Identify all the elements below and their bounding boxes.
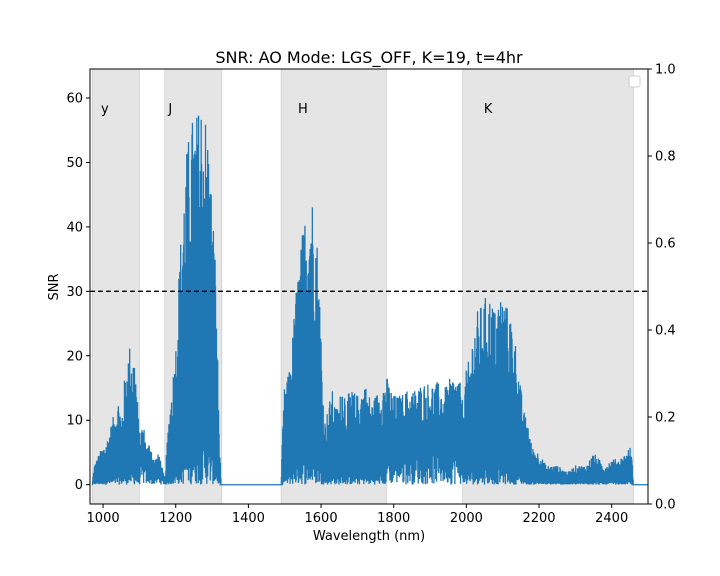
x-axis: 1000 1200 1400 1600 1800 2000 2200 2400 [87,504,628,526]
plot-frame [89,68,649,505]
y-axis-right: 0.0 0.2 0.4 0.6 0.8 1.0 [648,63,676,513]
y2-tick-label: 1.0 [655,63,676,78]
y-tick-label: 0 [75,478,83,493]
x-tick-label: 2400 [595,511,628,526]
x-tick-label: 1600 [305,511,338,526]
x-tick-label: 1000 [87,511,120,526]
y-tick-label: 40 [66,220,83,235]
y2-tick-label: 0.8 [655,150,676,165]
y-tick-label: 30 [66,285,83,300]
y2-tick-label: 0.2 [655,411,676,426]
y-axis-label: SNR [47,273,62,300]
y-tick-label: 20 [66,349,83,364]
snr-series [91,115,649,486]
y-tick-label: 60 [66,92,83,107]
legend-box [628,75,641,88]
y2-tick-label: 0.6 [655,237,676,252]
y-tick-label: 50 [66,156,83,171]
x-tick-label: 1800 [377,511,410,526]
band-label-y: y [101,102,109,117]
x-tick-label: 1200 [159,511,192,526]
band-label-k: K [484,102,493,117]
x-axis-label: Wavelength (nm) [313,529,425,544]
x-tick-label: 2000 [450,511,483,526]
band-label-j: J [167,102,172,117]
x-tick-label: 1400 [232,511,265,526]
y-tick-label: 10 [66,414,83,429]
x-tick-label: 2200 [522,511,555,526]
y2-tick-label: 0.0 [655,498,676,513]
y2-tick-label: 0.4 [655,324,676,339]
chart-title: SNR: AO Mode: LGS_OFF, K=19, t=4hr [215,48,523,68]
y-axis-left: 0 10 20 30 40 50 60 [66,92,90,493]
band-label-h: H [298,102,308,117]
